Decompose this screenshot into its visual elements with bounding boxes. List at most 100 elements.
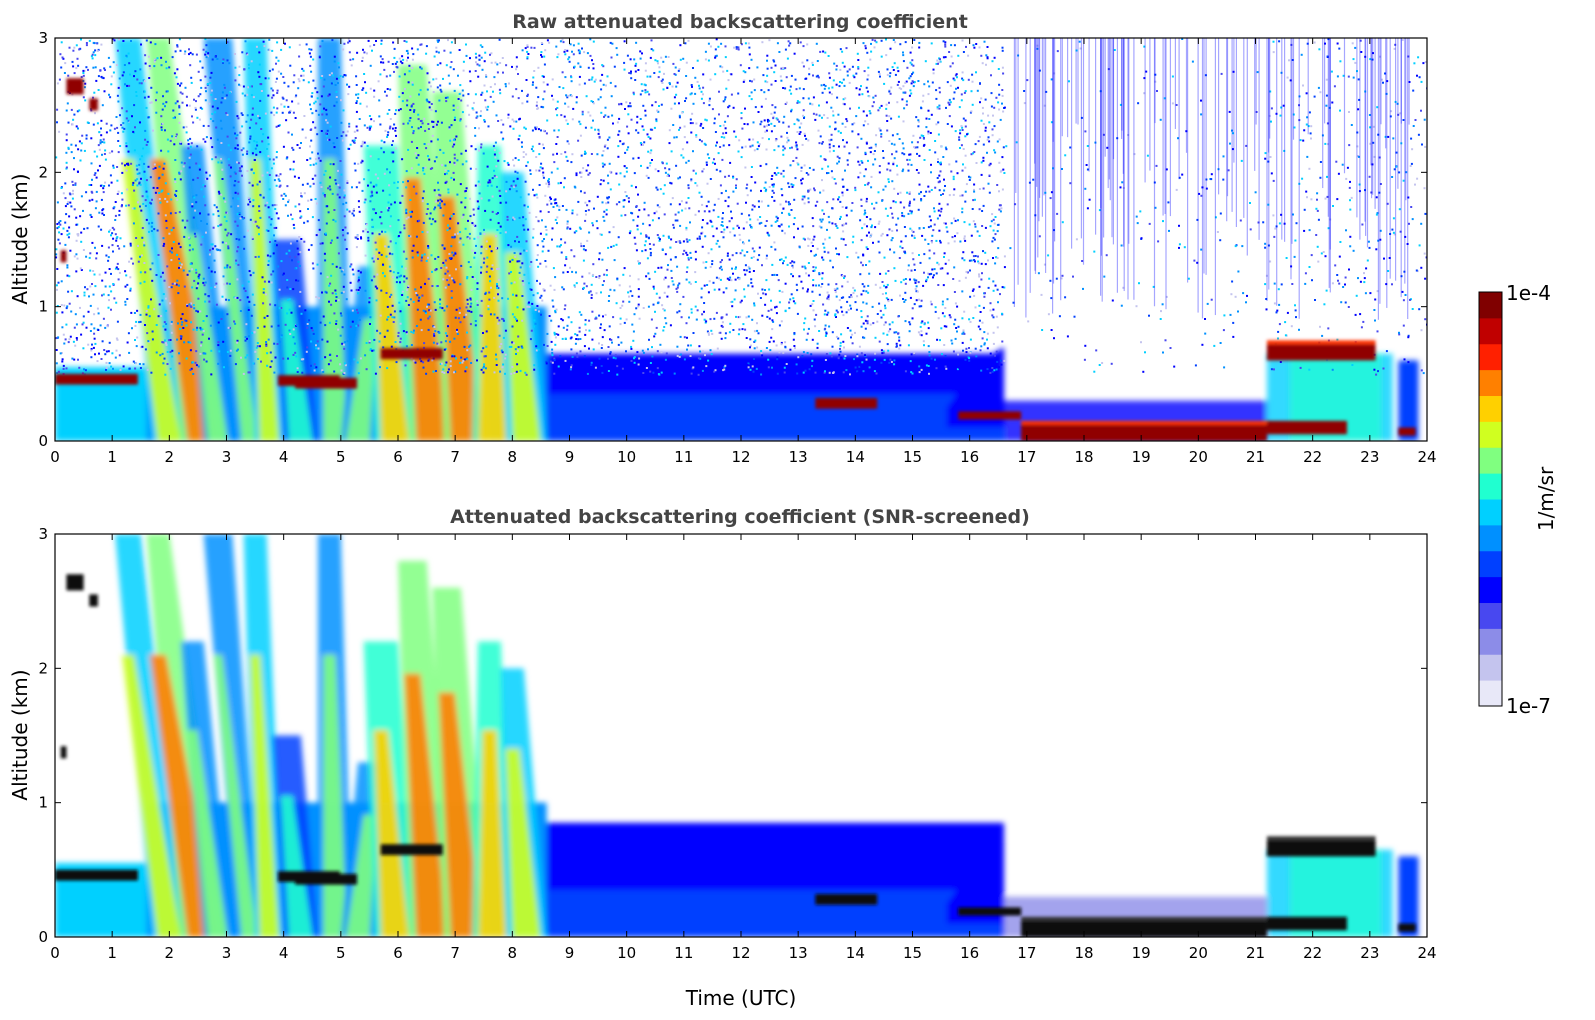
noise-pixel — [221, 97, 224, 100]
noise-pixel — [938, 202, 941, 205]
noise-pixel — [756, 218, 759, 221]
noise-pixel — [483, 363, 486, 366]
noise-pixel — [335, 96, 338, 98]
noise-pixel — [402, 122, 405, 125]
noise-pixel — [908, 204, 911, 207]
noise-pixel — [590, 153, 593, 155]
noise-pixel — [214, 111, 217, 114]
noise-pixel — [321, 75, 324, 77]
noise-pixel — [397, 219, 400, 222]
noise-pixel — [417, 299, 420, 302]
noise-pixel — [911, 46, 914, 49]
noise-pixel — [867, 181, 870, 184]
noise-pixel — [356, 361, 359, 364]
noise-pixel — [599, 183, 602, 186]
noise-pixel — [102, 77, 105, 80]
noise-pixel — [787, 40, 790, 43]
noise-pixel — [435, 370, 437, 372]
noise-pixel — [274, 240, 277, 242]
noise-pixel — [968, 357, 971, 360]
noise-pixel — [613, 259, 616, 262]
noise-pixel — [774, 306, 776, 309]
noise-pixel — [584, 333, 587, 336]
noise-pixel — [897, 70, 900, 73]
noise-pixel — [174, 50, 177, 53]
noise-pixel — [181, 313, 184, 316]
noise-pixel — [678, 203, 681, 206]
noise-pixel — [740, 112, 743, 114]
noise-pixel — [1237, 310, 1239, 313]
noise-pixel — [1335, 160, 1338, 163]
noise-pixel — [171, 282, 174, 285]
noise-pixel — [1403, 358, 1406, 361]
noise-pixel — [823, 83, 826, 86]
noise-pixel — [1264, 246, 1267, 249]
noise-pixel — [828, 125, 831, 128]
noise-pixel — [367, 239, 370, 242]
noise-pixel — [775, 305, 778, 308]
noise-pixel — [1423, 118, 1426, 121]
noise-pixel — [1379, 238, 1382, 241]
noise-pixel — [234, 79, 237, 82]
noise-pixel — [867, 74, 870, 77]
noise-pixel — [79, 306, 81, 309]
noise-pixel — [717, 197, 720, 200]
noise-pixel — [382, 263, 384, 266]
noise-pixel — [562, 41, 565, 44]
noise-pixel — [723, 228, 726, 231]
noise-pixel — [918, 192, 921, 195]
noise-pixel — [1386, 202, 1389, 205]
noise-pixel — [107, 56, 110, 59]
noise-pixel — [357, 372, 360, 375]
noise-pixel — [446, 270, 449, 273]
noise-pixel — [261, 276, 264, 279]
noise-pixel — [571, 50, 573, 53]
noise-pixel — [601, 201, 604, 204]
noise-pixel — [1044, 191, 1047, 194]
noise-pixel — [392, 140, 394, 143]
noise-pixel — [854, 331, 856, 334]
noise-pixel — [1369, 126, 1372, 129]
noise-pixel — [126, 283, 129, 286]
noise-pixel — [247, 306, 250, 309]
noise-pixel — [739, 301, 742, 304]
noise-pixel — [518, 134, 521, 137]
noise-pixel — [143, 244, 146, 247]
noise-pixel — [836, 162, 839, 165]
noise-pixel — [551, 351, 554, 354]
noise-pixel — [591, 76, 594, 79]
noise-pixel — [793, 123, 796, 126]
noise-pixel — [553, 129, 556, 132]
noise-pixel — [306, 159, 309, 161]
noise-pixel — [892, 161, 895, 164]
noise-pixel — [126, 188, 129, 191]
noise-pixel — [886, 168, 889, 171]
noise-pixel — [309, 164, 312, 167]
noise-pixel — [515, 56, 518, 59]
noise-pixel — [294, 255, 297, 258]
noise-pixel — [1160, 310, 1162, 313]
noise-pixel — [825, 353, 828, 355]
noise-pixel — [1423, 187, 1426, 190]
noise-pixel — [940, 194, 942, 196]
noise-pixel — [1001, 286, 1004, 289]
noise-pixel — [828, 150, 831, 153]
noise-pixel — [165, 323, 168, 325]
noise-pixel — [865, 264, 867, 266]
noise-pixel — [356, 311, 359, 314]
noise-pixel — [690, 256, 693, 259]
noise-pixel — [633, 236, 636, 239]
noise-pixel — [650, 149, 653, 152]
noise-pixel — [316, 340, 319, 343]
noise-pixel — [478, 54, 481, 57]
noise-pixel — [384, 90, 386, 93]
noise-pixel — [814, 118, 817, 121]
noise-pixel — [419, 318, 422, 321]
noise-pixel — [489, 218, 492, 221]
noise-pixel — [296, 247, 299, 250]
noise-pixel — [375, 299, 378, 302]
noise-pixel — [545, 132, 548, 135]
noise-pixel — [428, 81, 431, 84]
noise-pixel — [619, 307, 622, 309]
noise-pixel — [434, 123, 437, 126]
